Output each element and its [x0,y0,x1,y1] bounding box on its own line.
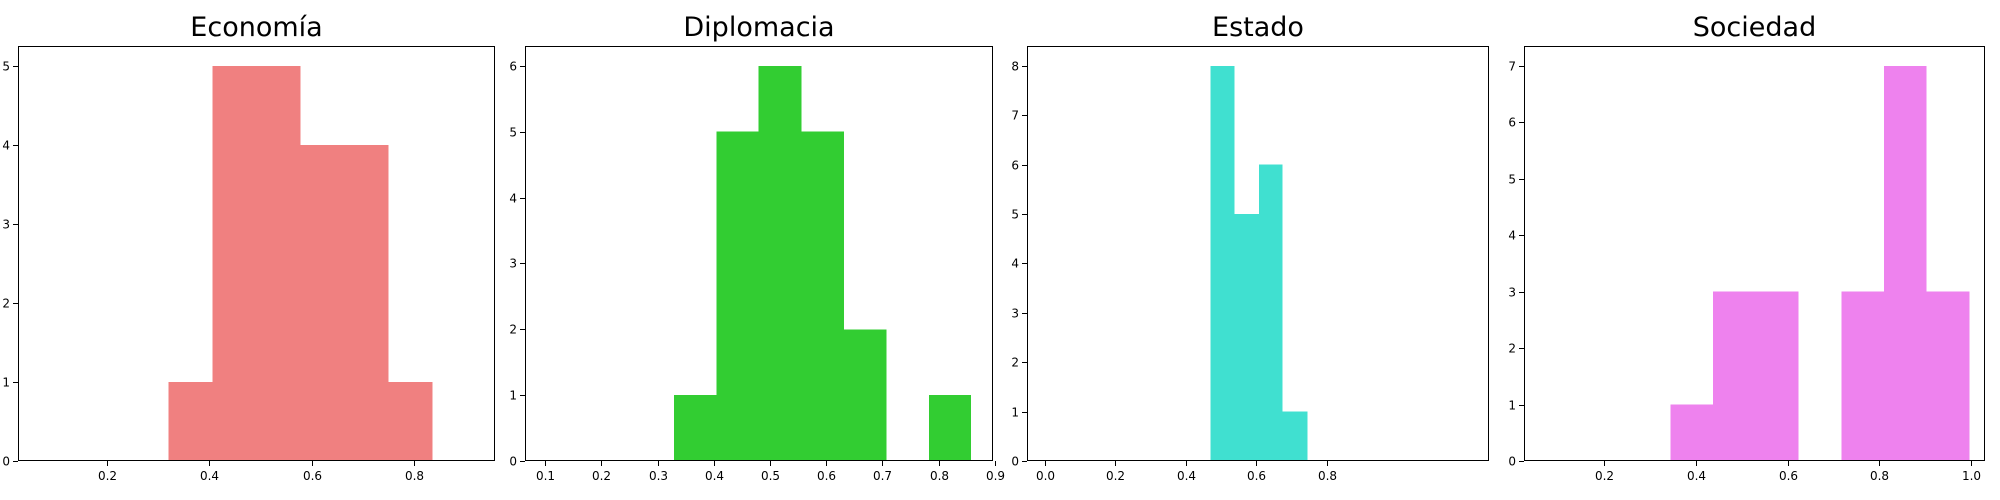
histogram-bar [1259,164,1283,462]
y-tick-label: 5 [2,60,10,74]
y-tick-label: 7 [1011,109,1019,123]
y-tick-label: 2 [1011,356,1019,370]
x-tick-label: 0.2 [98,469,117,483]
histogram-bar [1234,213,1260,461]
y-tick-label: 0 [1011,455,1019,469]
y-tick-label: 4 [2,139,10,153]
y-tick-label: 3 [509,257,517,271]
y-tick-label: 2 [1508,342,1516,356]
chart-title-economia: Economía [190,12,322,43]
x-tick-label: 0.8 [405,469,424,483]
y-tick-label: 6 [1508,116,1516,130]
histogram-bar [801,131,845,461]
axes-frame [525,46,993,461]
y-tick-label: 0 [1508,455,1516,469]
x-tick-label: 0.6 [1247,469,1266,483]
axes-frame [18,46,495,461]
x-tick-label: 0.4 [705,469,724,483]
histogram-bar [1670,404,1714,461]
chart-panel-estado: 0 1 2 3 4 5 6 7 8 0.0 0.2 0.4 0.6 0.8 Estado [1011,12,1489,483]
y-tick-label: 4 [509,192,517,206]
x-tick-label: 0.0 [1036,469,1055,483]
y-tick-label: 6 [509,60,517,74]
x-tick-label: 0.2 [1106,469,1125,483]
x-tick-label: 0.8 [930,469,949,483]
y-tick-label: 8 [1011,60,1019,74]
x-tick-label: 0.7 [873,469,892,483]
histogram-bar [1282,411,1308,461]
chart-panel-diplomacia: 0 1 2 3 4 5 6 0.1 0.2 0.3 0.4 0.5 0.6 0.7 0.8 0.9 Diplom… [509,12,1005,483]
histogram-bar [300,144,345,462]
histogram-bar [716,131,759,461]
x-tick-label: 0.6 [303,469,322,483]
y-tick-label: 1 [2,376,10,390]
y-tick-label: 1 [509,389,517,403]
histogram-bar [388,381,433,461]
histogram-bar [844,329,887,461]
x-tick-label: 0.2 [1595,469,1614,483]
x-tick-label: 0.9 [986,469,1005,483]
y-tick-label: 2 [2,297,10,311]
x-tick-label: 0.6 [1779,469,1798,483]
x-tick-label: 1.0 [1962,469,1981,483]
axes-frame [1027,46,1489,461]
y-tick-label: 1 [1011,406,1019,420]
x-tick-label: 0.1 [536,469,555,483]
histogram-bar [1210,65,1235,461]
axes-frame [1524,46,1985,461]
histogram-bar [1883,65,1927,461]
x-tick-label: 0.4 [1177,469,1196,483]
y-tick-label: 3 [2,218,10,232]
x-tick-label: 0.2 [592,469,611,483]
y-tick-label: 4 [1011,257,1019,271]
y-tick-label: 0 [2,455,10,469]
y-tick-label: 4 [1508,229,1516,243]
histogram-bar [256,65,301,461]
x-tick-label: 0.3 [649,469,668,483]
chart-title-sociedad: Sociedad [1693,12,1816,43]
histogram-bar [344,144,389,462]
histogram-bar [212,65,257,461]
y-tick-label: 5 [1011,208,1019,222]
chart-panel-economia: 0 1 2 3 4 5 0.2 0.4 0.6 0.8 Economía [2,12,495,483]
y-tick-label: 5 [1508,173,1516,187]
histogram-bar [928,395,972,461]
histogram-bar [758,65,802,461]
histogram-bar [1713,291,1756,461]
histogram-bar [673,395,717,461]
y-tick-label: 1 [1508,399,1516,413]
histogram-bar [1841,291,1884,461]
y-tick-label: 3 [1011,307,1019,321]
x-tick-label: 0.8 [1870,469,1889,483]
y-tick-label: 2 [509,323,517,337]
chart-title-estado: Estado [1212,12,1304,43]
x-tick-label: 0.4 [200,469,219,483]
histogram-bar [1926,291,1970,461]
chart-panel-sociedad: 0 1 2 3 4 5 6 7 0.2 0.4 0.6 0.8 1.0 Sociedad [1508,12,1985,483]
chart-title-diplomacia: Diplomacia [683,12,834,43]
histogram-bar [168,381,213,461]
histogram-bar [1755,291,1799,461]
y-tick-label: 6 [1011,159,1019,173]
x-tick-label: 0.5 [761,469,780,483]
x-tick-label: 0.8 [1318,469,1337,483]
y-tick-label: 7 [1508,60,1516,74]
y-tick-label: 0 [509,455,517,469]
y-tick-label: 5 [509,126,517,140]
y-tick-label: 3 [1508,286,1516,300]
x-tick-label: 0.6 [817,469,836,483]
x-tick-label: 0.4 [1687,469,1706,483]
